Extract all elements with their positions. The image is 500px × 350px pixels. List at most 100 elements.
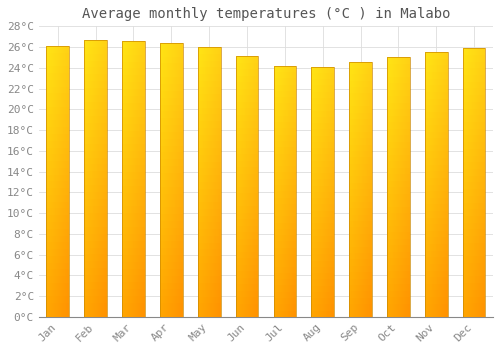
Bar xyxy=(100,261,102,268)
Bar xyxy=(476,135,477,142)
Bar xyxy=(387,232,388,239)
Bar xyxy=(50,107,51,114)
Bar xyxy=(255,252,256,258)
Bar xyxy=(180,118,181,125)
Bar xyxy=(479,142,480,149)
Bar xyxy=(437,211,438,218)
Bar xyxy=(246,278,247,284)
Bar xyxy=(409,194,410,200)
Bar xyxy=(208,67,209,74)
Bar xyxy=(470,55,472,62)
Bar xyxy=(282,160,283,166)
Bar xyxy=(89,268,90,275)
Bar xyxy=(54,114,55,120)
Bar xyxy=(129,227,130,234)
Bar xyxy=(160,255,161,262)
Bar xyxy=(403,181,404,187)
Bar xyxy=(289,304,290,310)
Bar xyxy=(333,267,334,273)
Bar xyxy=(238,265,239,271)
Bar xyxy=(86,227,87,234)
Bar xyxy=(100,102,102,109)
Bar xyxy=(279,197,280,204)
Bar xyxy=(248,56,250,63)
Bar xyxy=(360,266,361,272)
Bar xyxy=(278,216,279,223)
Bar xyxy=(85,164,86,172)
Bar xyxy=(243,147,244,154)
Bar xyxy=(355,253,356,259)
Bar xyxy=(209,128,210,135)
Bar xyxy=(54,161,55,168)
Bar xyxy=(350,240,351,247)
Bar xyxy=(178,194,179,201)
Bar xyxy=(476,182,477,189)
Bar xyxy=(239,134,240,141)
Bar xyxy=(466,310,468,317)
Bar xyxy=(103,137,104,143)
Bar xyxy=(241,76,242,82)
Bar xyxy=(239,245,240,252)
Bar xyxy=(92,75,94,81)
Bar xyxy=(353,176,354,183)
Bar xyxy=(160,248,161,255)
Bar xyxy=(474,82,476,89)
Bar xyxy=(67,270,68,276)
Bar xyxy=(398,304,399,310)
Bar xyxy=(248,206,250,213)
Bar xyxy=(95,172,96,178)
Bar xyxy=(446,118,447,125)
Bar xyxy=(144,144,145,151)
Bar xyxy=(478,135,479,142)
Bar xyxy=(239,265,240,271)
Bar xyxy=(314,123,315,129)
Bar xyxy=(255,278,256,284)
Bar xyxy=(176,214,177,221)
Bar xyxy=(91,254,92,261)
Bar xyxy=(174,248,176,255)
Bar xyxy=(280,85,281,91)
Bar xyxy=(62,283,63,290)
Bar xyxy=(396,122,398,129)
Bar xyxy=(476,108,477,115)
Bar xyxy=(198,168,199,175)
Bar xyxy=(59,296,60,303)
Bar xyxy=(391,135,392,142)
Bar xyxy=(479,250,480,256)
Bar xyxy=(141,179,142,186)
Bar xyxy=(244,167,246,174)
Bar xyxy=(181,111,182,118)
Bar xyxy=(57,181,58,188)
Bar xyxy=(480,250,481,256)
Bar xyxy=(134,248,135,255)
Bar xyxy=(363,74,364,81)
Bar xyxy=(130,138,131,144)
Bar xyxy=(202,61,203,67)
Bar xyxy=(86,102,87,109)
Bar xyxy=(447,132,448,138)
Bar xyxy=(464,203,465,209)
Bar xyxy=(484,68,485,75)
Bar xyxy=(318,104,320,111)
Bar xyxy=(433,310,434,317)
Bar xyxy=(362,228,363,234)
Bar xyxy=(402,135,403,142)
Bar xyxy=(211,263,212,270)
Bar xyxy=(252,239,253,245)
Bar xyxy=(405,168,406,174)
Bar xyxy=(140,131,141,138)
Bar xyxy=(63,296,64,303)
Bar xyxy=(431,125,432,132)
Bar xyxy=(135,96,136,103)
Bar xyxy=(473,209,474,216)
Bar xyxy=(438,52,439,59)
Bar xyxy=(216,67,217,74)
Bar xyxy=(479,209,480,216)
Bar xyxy=(277,166,278,173)
Bar xyxy=(320,142,321,148)
Bar xyxy=(284,254,285,260)
Bar xyxy=(396,135,398,142)
Bar xyxy=(180,228,181,234)
Bar xyxy=(481,142,482,149)
Bar xyxy=(444,92,445,98)
